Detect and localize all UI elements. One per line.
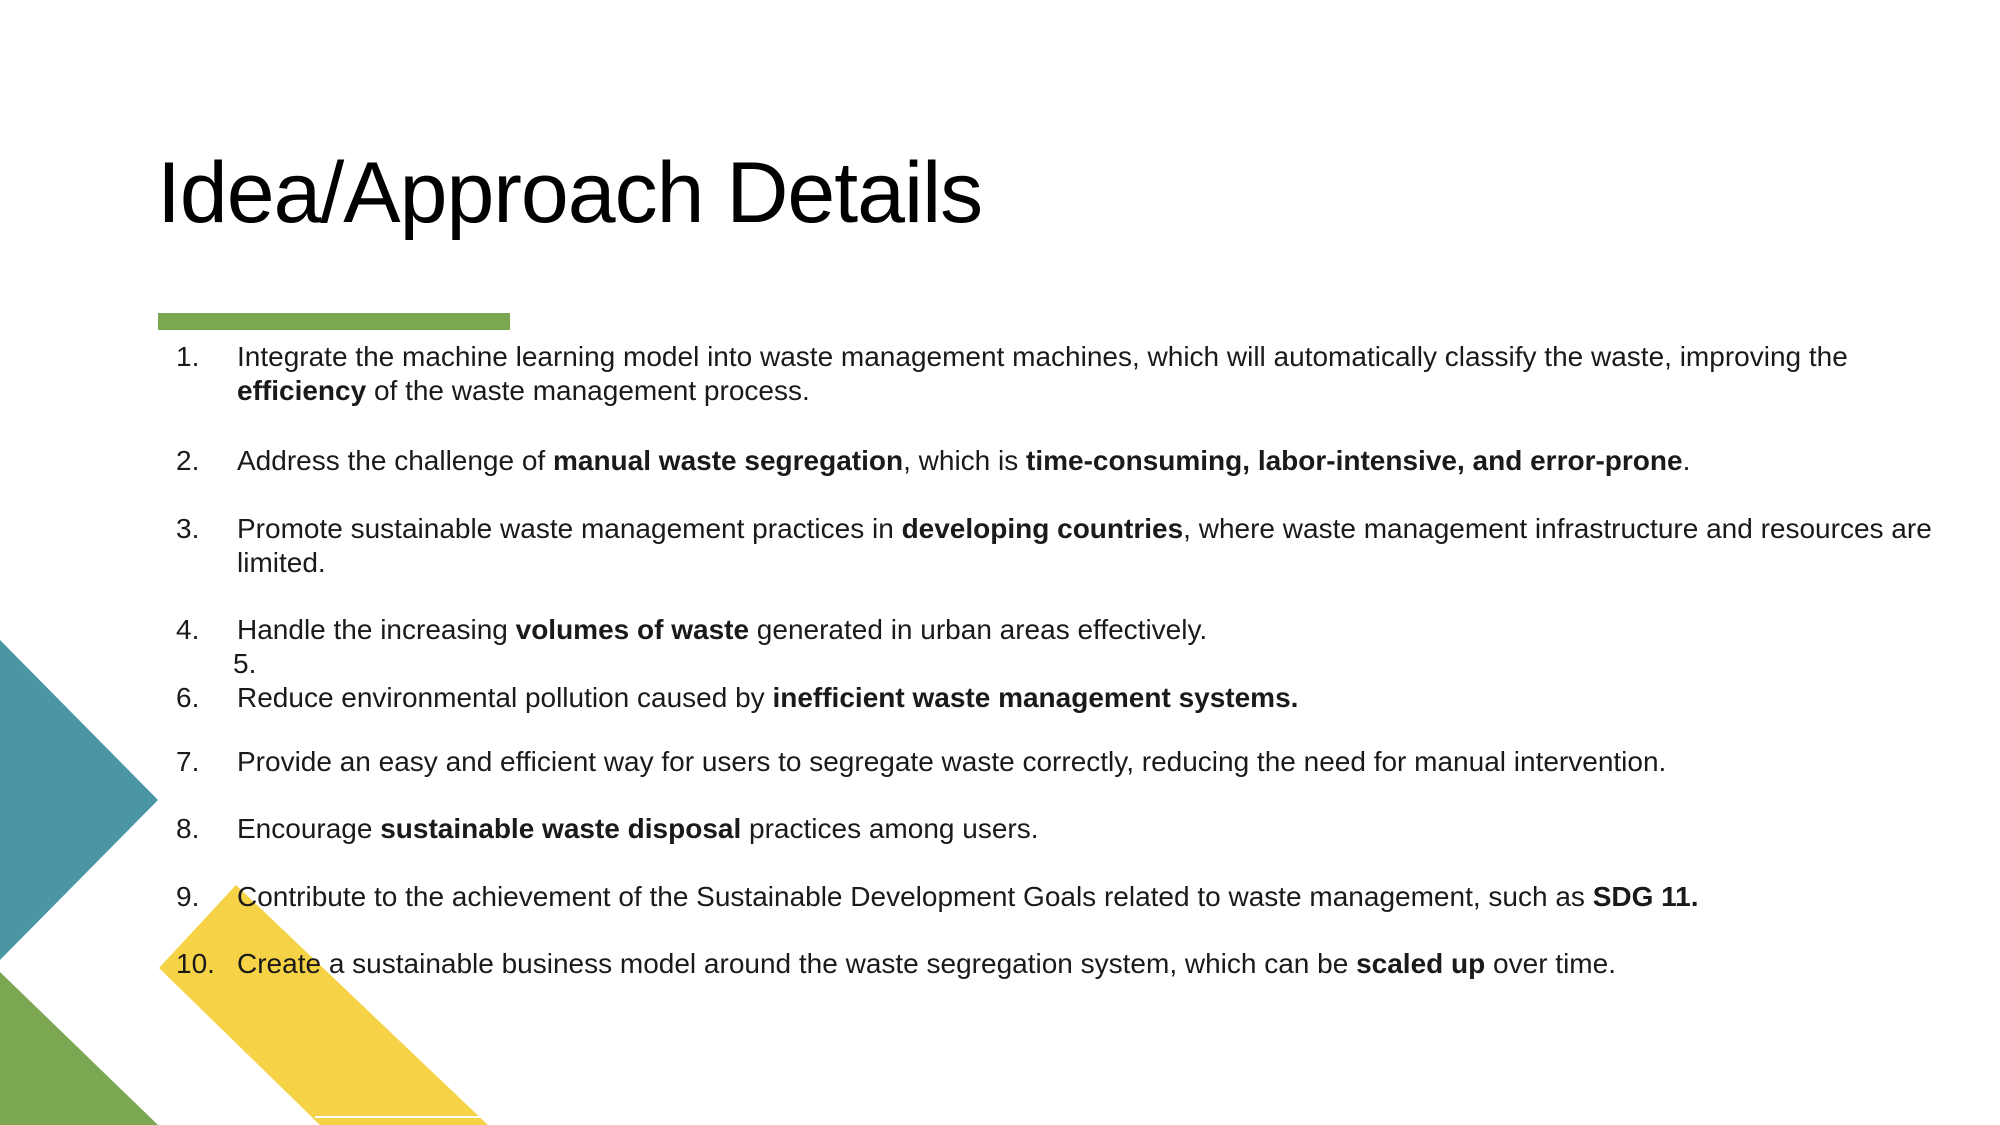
body-text: Encourage bbox=[237, 813, 380, 844]
list-item-text: Address the challenge of manual waste se… bbox=[237, 444, 1976, 478]
body-text: . bbox=[1683, 445, 1691, 476]
emphasis-text: volumes of waste bbox=[516, 614, 749, 645]
list-item-number: 8. bbox=[176, 812, 236, 846]
emphasis-text: efficiency bbox=[237, 375, 366, 406]
list-item-number: 4. bbox=[176, 613, 236, 647]
list-item-number: 1. bbox=[176, 340, 236, 374]
list-item-text: Create a sustainable business model arou… bbox=[237, 947, 1976, 981]
body-text: Provide an easy and efficient way for us… bbox=[237, 746, 1666, 777]
yellow-band-shape bbox=[159, 885, 488, 1125]
body-text: Create a sustainable business model arou… bbox=[237, 948, 1356, 979]
list-item-number: 9. bbox=[176, 880, 236, 914]
body-text: practices among users. bbox=[741, 813, 1038, 844]
body-text: , which is bbox=[903, 445, 1026, 476]
list-item-number: 5. bbox=[233, 647, 293, 681]
emphasis-text: manual waste segregation bbox=[553, 445, 903, 476]
list-item-text: Promote sustainable waste management pra… bbox=[237, 512, 1976, 580]
body-text: Promote sustainable waste management pra… bbox=[237, 513, 902, 544]
slide-title: Idea/Approach Details bbox=[157, 138, 982, 248]
body-text: Handle the increasing bbox=[237, 614, 516, 645]
list-item-text: Integrate the machine learning model int… bbox=[237, 340, 1976, 408]
body-text: Contribute to the achievement of the Sus… bbox=[237, 881, 1593, 912]
body-text: generated in urban areas effectively. bbox=[749, 614, 1207, 645]
teal-triangle-shape bbox=[0, 640, 158, 960]
list-item-text: Contribute to the achievement of the Sus… bbox=[237, 880, 1976, 914]
list-item-text: Provide an easy and efficient way for us… bbox=[237, 745, 1976, 779]
title-accent-bar bbox=[158, 313, 510, 330]
body-text: over time. bbox=[1485, 948, 1616, 979]
list-item-number: 6. bbox=[176, 681, 236, 715]
list-item-text: Encourage sustainable waste disposal pra… bbox=[237, 812, 1976, 846]
list-item-number: 7. bbox=[176, 745, 236, 779]
list-item-text: Reduce environmental pollution caused by… bbox=[237, 681, 1976, 715]
body-text: Reduce environmental pollution caused by bbox=[237, 682, 772, 713]
emphasis-text: scaled up bbox=[1356, 948, 1485, 979]
list-item-number: 2. bbox=[176, 444, 236, 478]
list-item-number: 10. bbox=[176, 947, 236, 981]
list-item-number: 3. bbox=[176, 512, 236, 546]
emphasis-text: inefficient waste management systems. bbox=[772, 682, 1298, 713]
green-triangle-shape bbox=[0, 972, 158, 1125]
body-text: of the waste management process. bbox=[366, 375, 810, 406]
body-text: Address the challenge of bbox=[237, 445, 553, 476]
body-text: Integrate the machine learning model int… bbox=[237, 341, 1848, 372]
emphasis-text: sustainable waste disposal bbox=[380, 813, 741, 844]
emphasis-text: developing countries bbox=[902, 513, 1184, 544]
emphasis-text: time-consuming, labor-intensive, and err… bbox=[1026, 445, 1683, 476]
emphasis-text: SDG 11. bbox=[1593, 881, 1699, 912]
list-item-text: Handle the increasing volumes of waste g… bbox=[237, 613, 1976, 647]
